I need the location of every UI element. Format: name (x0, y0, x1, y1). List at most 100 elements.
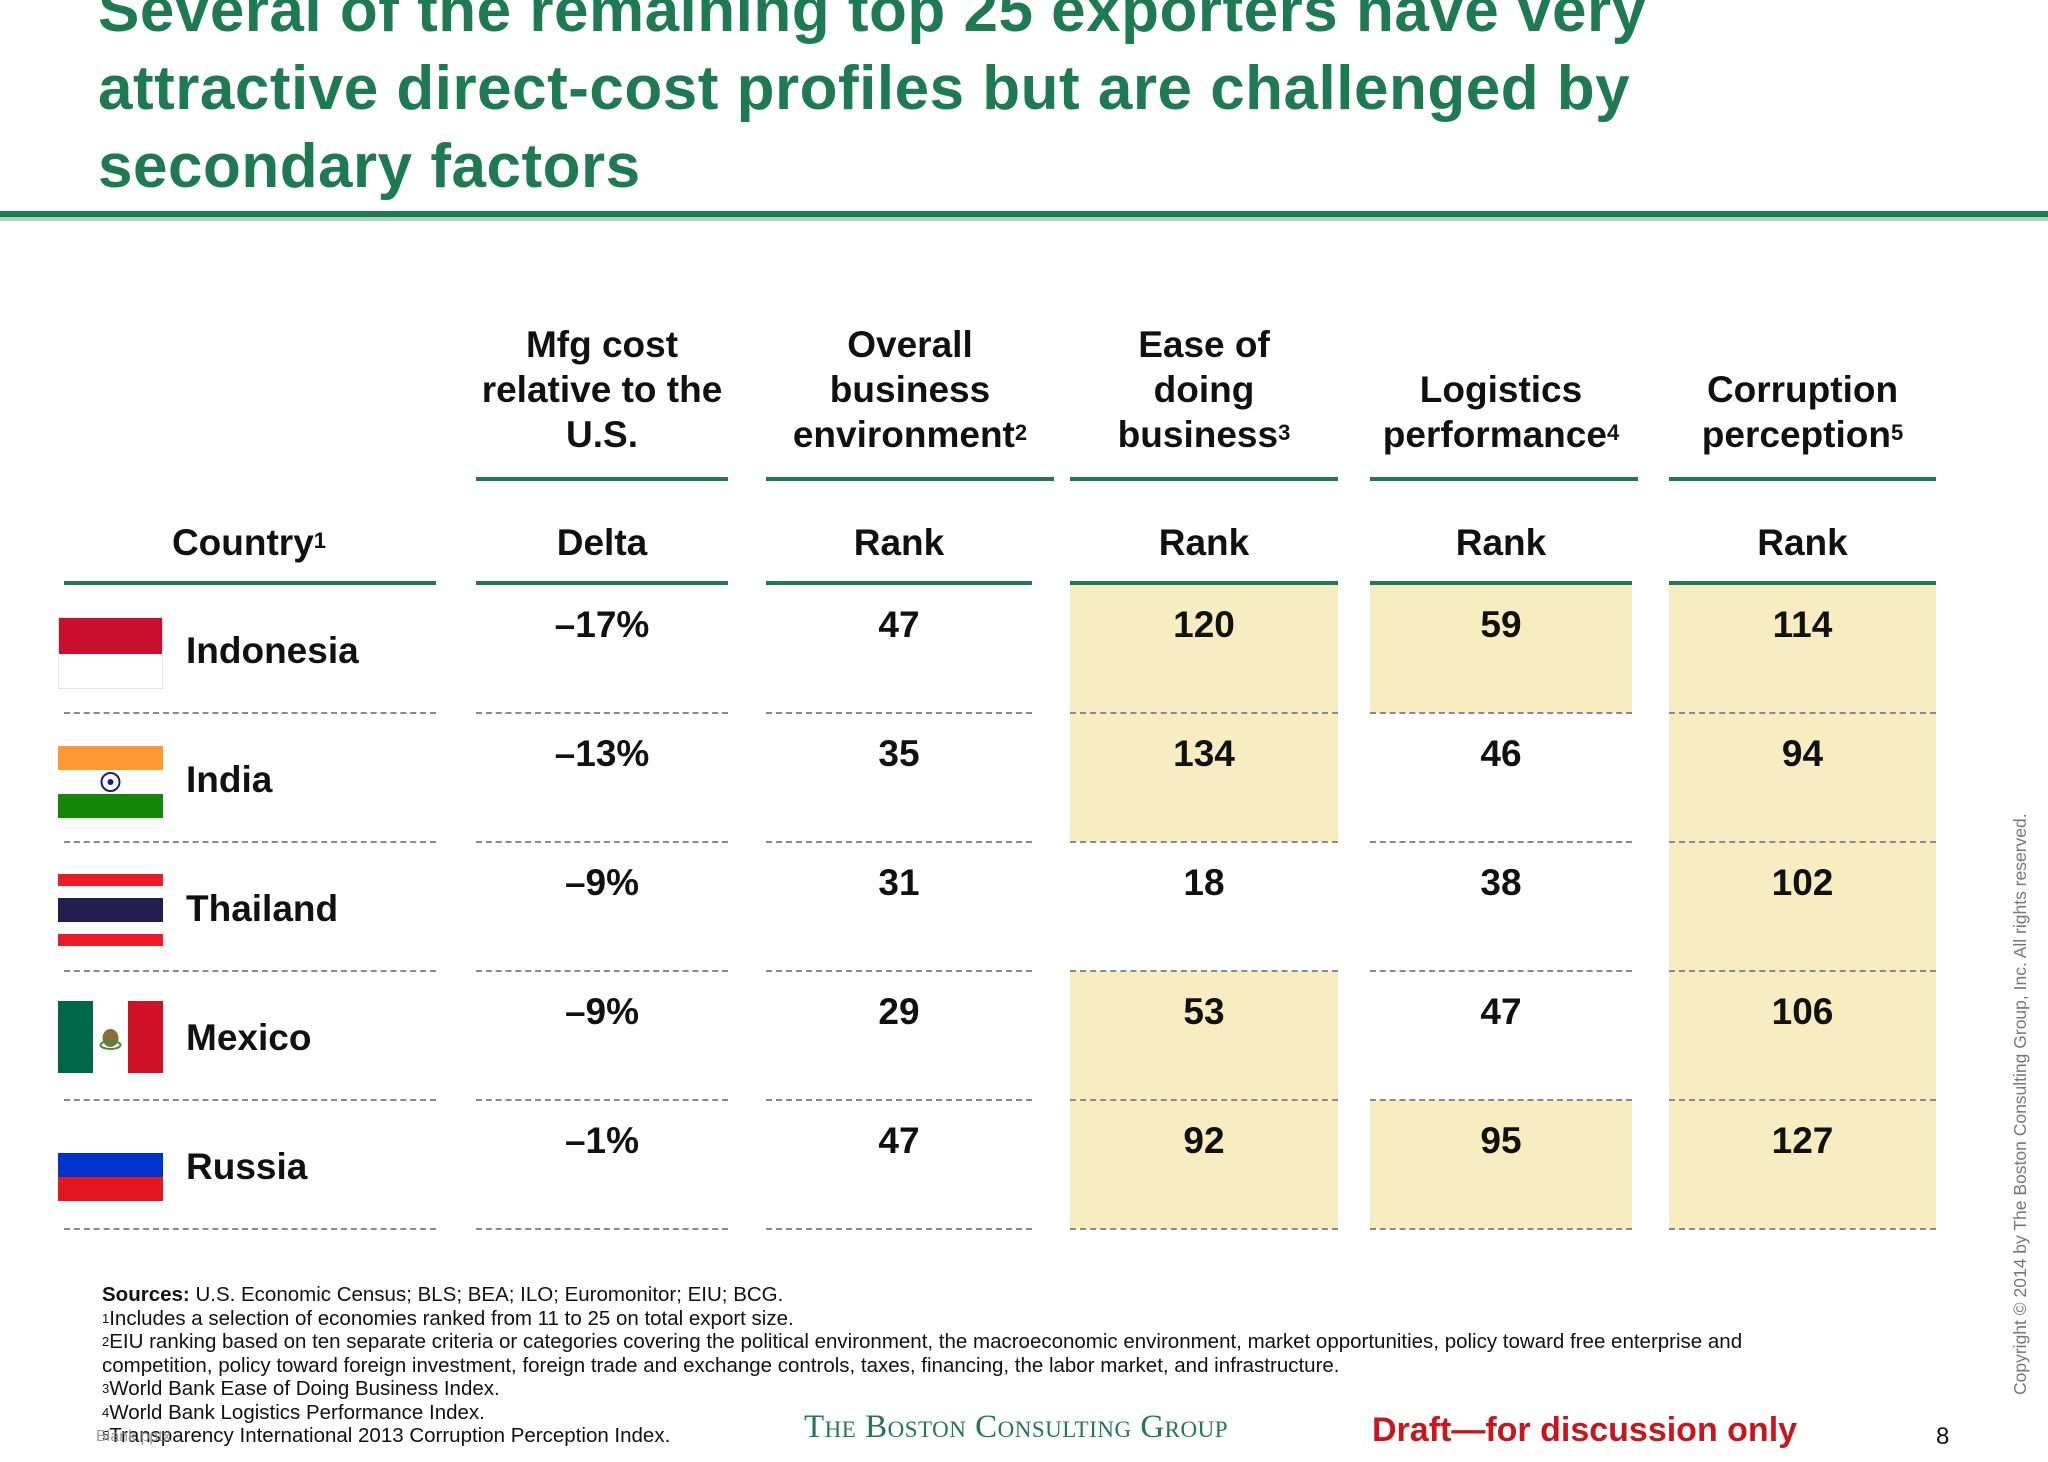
subheader-rank: Rank (1757, 522, 1848, 563)
footnote-2-continued: competition, policy toward foreign inves… (102, 1353, 1340, 1377)
table-cell: –9% (564, 862, 640, 903)
row-divider (1070, 841, 1338, 843)
row-divider (1070, 970, 1338, 972)
table-cell: 114 (1772, 604, 1833, 645)
header-rule (1370, 477, 1638, 481)
footnote-4: 4World Bank Logistics Performance Index. (102, 1400, 485, 1424)
highlight-cell (1370, 584, 1632, 713)
file-label: Blank.pptx (96, 1428, 171, 1445)
row-divider (64, 1228, 436, 1230)
row-divider (1669, 712, 1936, 714)
row-divider (476, 1228, 728, 1230)
subheader-rule (64, 581, 436, 585)
table-cell: 120 (1173, 604, 1235, 645)
subheader-rank: Rank (1455, 522, 1547, 563)
column-header-mfg-cost: Mfg cost relative to the U.S. (481, 324, 723, 455)
table-cell: 95 (1480, 1120, 1522, 1161)
column-header-ease-of-business: Ease of doing business3 (1117, 324, 1291, 455)
page-title: Several of the remaining top 25 exporter… (98, 0, 1647, 201)
subheader-rank: Rank (1158, 522, 1250, 563)
mexico-flag-icon (58, 1001, 163, 1073)
row-divider (1070, 1228, 1338, 1230)
row-divider (1370, 1099, 1632, 1101)
country-name: Thailand (186, 888, 339, 929)
subheader-rule (1070, 581, 1338, 585)
row-divider (1370, 970, 1632, 972)
row-divider (64, 712, 436, 714)
bcg-logo: The Boston Consulting Group (804, 1409, 1229, 1445)
row-divider (1669, 1228, 1936, 1230)
table-cell: 46 (1480, 733, 1522, 774)
highlight-cell (1669, 584, 1936, 713)
table-cell: 47 (1480, 991, 1522, 1032)
row-divider (1370, 1228, 1632, 1230)
table-cell: 47 (878, 1120, 920, 1161)
country-name: Indonesia (186, 630, 359, 671)
table-cell: –9% (564, 991, 640, 1032)
highlight-cell (1070, 1100, 1338, 1229)
subheader-rule (476, 581, 728, 585)
row-divider (64, 970, 436, 972)
footnote-5: 5Transparency International 2013 Corrupt… (102, 1424, 671, 1447)
subheader-rule (766, 581, 1032, 585)
table-cell: 29 (878, 991, 920, 1032)
highlight-cell (1070, 584, 1338, 713)
table-cell: –1% (564, 1120, 640, 1161)
table-cell: 47 (878, 604, 920, 645)
table-cell: 106 (1771, 991, 1834, 1032)
footnote-2: 2EIU ranking based on ten separate crite… (102, 1330, 1743, 1353)
column-header-logistics: Logistics performance4 (1382, 369, 1620, 455)
country-header: Country1 (171, 522, 327, 563)
row-divider (766, 841, 1032, 843)
column-header-business-environment: Overall business environment2 (792, 324, 1028, 455)
row-divider (1669, 1099, 1936, 1101)
subheader-rule (1669, 581, 1936, 585)
highlight-cell (1669, 713, 1936, 842)
row-divider (766, 1099, 1032, 1101)
thailand-flag-icon (58, 874, 163, 946)
subheader-rank: Rank (853, 522, 945, 563)
row-divider (1669, 970, 1936, 972)
table-cell: 102 (1771, 862, 1834, 903)
draft-label: Draft—for discussion only (1372, 1411, 1798, 1449)
header-rule (766, 477, 1054, 481)
highlight-cell (1669, 971, 1936, 1100)
row-divider (766, 970, 1032, 972)
title-divider (0, 211, 2048, 217)
country-name: Russia (186, 1146, 308, 1187)
table-cell: 134 (1173, 733, 1235, 774)
india-flag-icon (58, 746, 163, 818)
row-divider (1370, 841, 1632, 843)
country-name: Mexico (186, 1017, 312, 1058)
page-number: 8 (1936, 1423, 1950, 1450)
table-cell: 38 (1480, 862, 1522, 903)
row-divider (1669, 841, 1936, 843)
table-cell: 127 (1771, 1120, 1834, 1161)
footnotes: Sources: U.S. Economic Census; BLS; BEA;… (102, 1283, 1902, 1448)
header-rule (476, 477, 728, 481)
table-cell: –17% (554, 604, 650, 645)
table-cell: 31 (878, 862, 920, 903)
table-cell: 18 (1183, 862, 1225, 903)
russia-flag-icon (58, 1129, 163, 1201)
row-divider (476, 970, 728, 972)
copyright-notice: Copyright © 2014 by The Boston Consultin… (2010, 813, 2030, 1395)
row-divider (1370, 712, 1632, 714)
row-divider (1070, 1099, 1338, 1101)
sources-line: Sources: U.S. Economic Census; BLS; BEA;… (102, 1283, 784, 1306)
highlight-cell (1070, 713, 1338, 842)
row-divider (766, 712, 1032, 714)
highlight-cell (1669, 1100, 1936, 1229)
header-rule (1669, 477, 1936, 481)
column-header-corruption: Corruption perception5 (1701, 369, 1904, 455)
table-cell: –13% (554, 733, 650, 774)
row-divider (476, 712, 728, 714)
footnote-1: 1Includes a selection of economies ranke… (102, 1306, 794, 1330)
table-cell: 94 (1781, 733, 1824, 774)
table-cell: 59 (1480, 604, 1522, 645)
header-rule (1070, 477, 1338, 481)
table-cell: 92 (1183, 1120, 1225, 1161)
row-divider (766, 1228, 1032, 1230)
indonesia-flag-icon (58, 617, 163, 689)
row-divider (476, 1099, 728, 1101)
